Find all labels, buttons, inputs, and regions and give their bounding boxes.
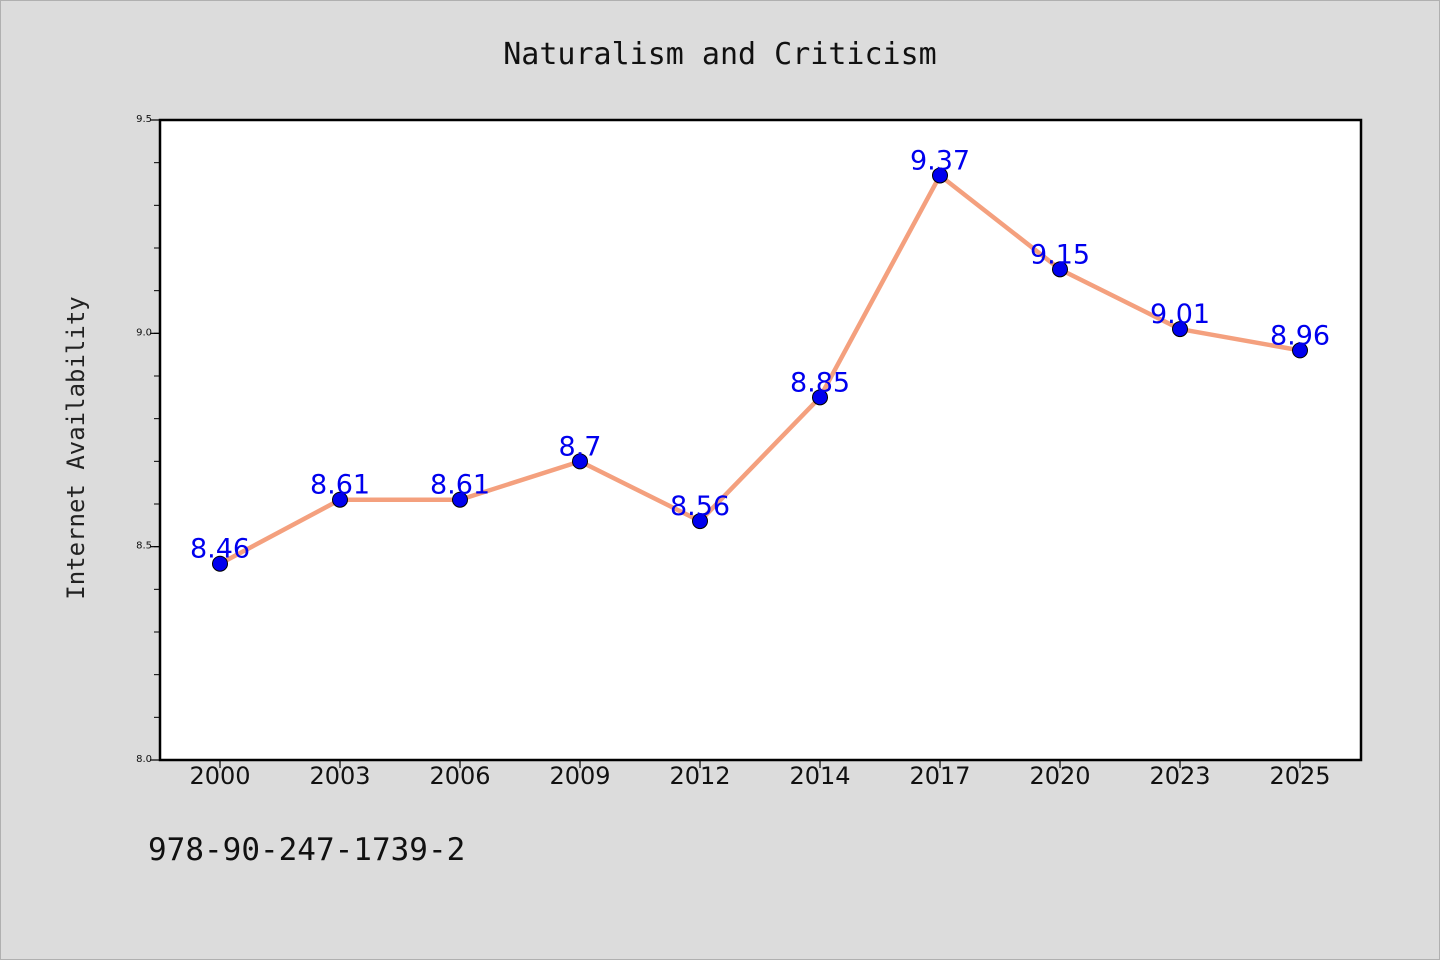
data-point — [1172, 321, 1188, 338]
series-line — [217, 173, 1303, 566]
y-tick-label: 9.0 — [136, 327, 152, 338]
data-label: 8.61 — [430, 470, 490, 501]
x-tick-label: 2003 — [309, 762, 370, 790]
data-points — [212, 167, 1308, 572]
data-label: 8.7 — [559, 431, 602, 462]
data-label: 9.01 — [1150, 299, 1210, 330]
data-point — [212, 555, 228, 572]
data-label: 9.37 — [910, 145, 970, 176]
data-labels: 8.46 8.61 8.61 8.7 8.56 8.85 9.37 9.15 9.01 8.96 — [190, 145, 1330, 564]
data-point — [572, 453, 588, 470]
x-tick-label: 2025 — [1269, 762, 1330, 790]
isbn-code: 978-90-247-1739-2 — [148, 832, 466, 868]
data-point — [332, 491, 348, 508]
x-tick-label: 2017 — [909, 762, 970, 790]
data-point — [452, 491, 468, 508]
x-tick-label: 2009 — [549, 762, 610, 790]
data-point — [932, 167, 948, 184]
plot-area — [160, 120, 1361, 760]
axis-ticks: 8.0 8.5 9.0 9.5 2000 2003 2006 2009 2012 2014 2017… — [136, 114, 1330, 790]
y-tick-label: 8.5 — [136, 541, 152, 552]
x-tick-label: 2023 — [1149, 762, 1210, 790]
chart-title: Naturalism and Criticism — [503, 37, 936, 72]
x-tick-label: 2014 — [789, 762, 850, 790]
x-tick-label: 2012 — [669, 762, 730, 790]
data-label: 8.96 — [1270, 320, 1330, 351]
x-tick-label: 2020 — [1029, 762, 1090, 790]
data-point — [1292, 342, 1308, 359]
data-label: 9.15 — [1030, 239, 1090, 270]
x-tick-label: 2006 — [429, 762, 490, 790]
y-tick-label: 8.0 — [136, 754, 152, 765]
series-line-group — [217, 173, 1303, 566]
data-point — [692, 513, 708, 530]
y-tick-label: 9.5 — [136, 114, 152, 125]
data-point — [812, 389, 828, 406]
data-label: 8.85 — [790, 367, 850, 398]
x-tick-label: 2000 — [189, 762, 250, 790]
data-label: 8.56 — [670, 491, 730, 522]
y-axis-label: Internet Availability — [62, 296, 90, 599]
data-label: 8.46 — [190, 534, 250, 565]
data-label: 8.61 — [310, 470, 370, 501]
data-point — [1052, 261, 1068, 278]
plot-border — [158, 118, 1363, 762]
